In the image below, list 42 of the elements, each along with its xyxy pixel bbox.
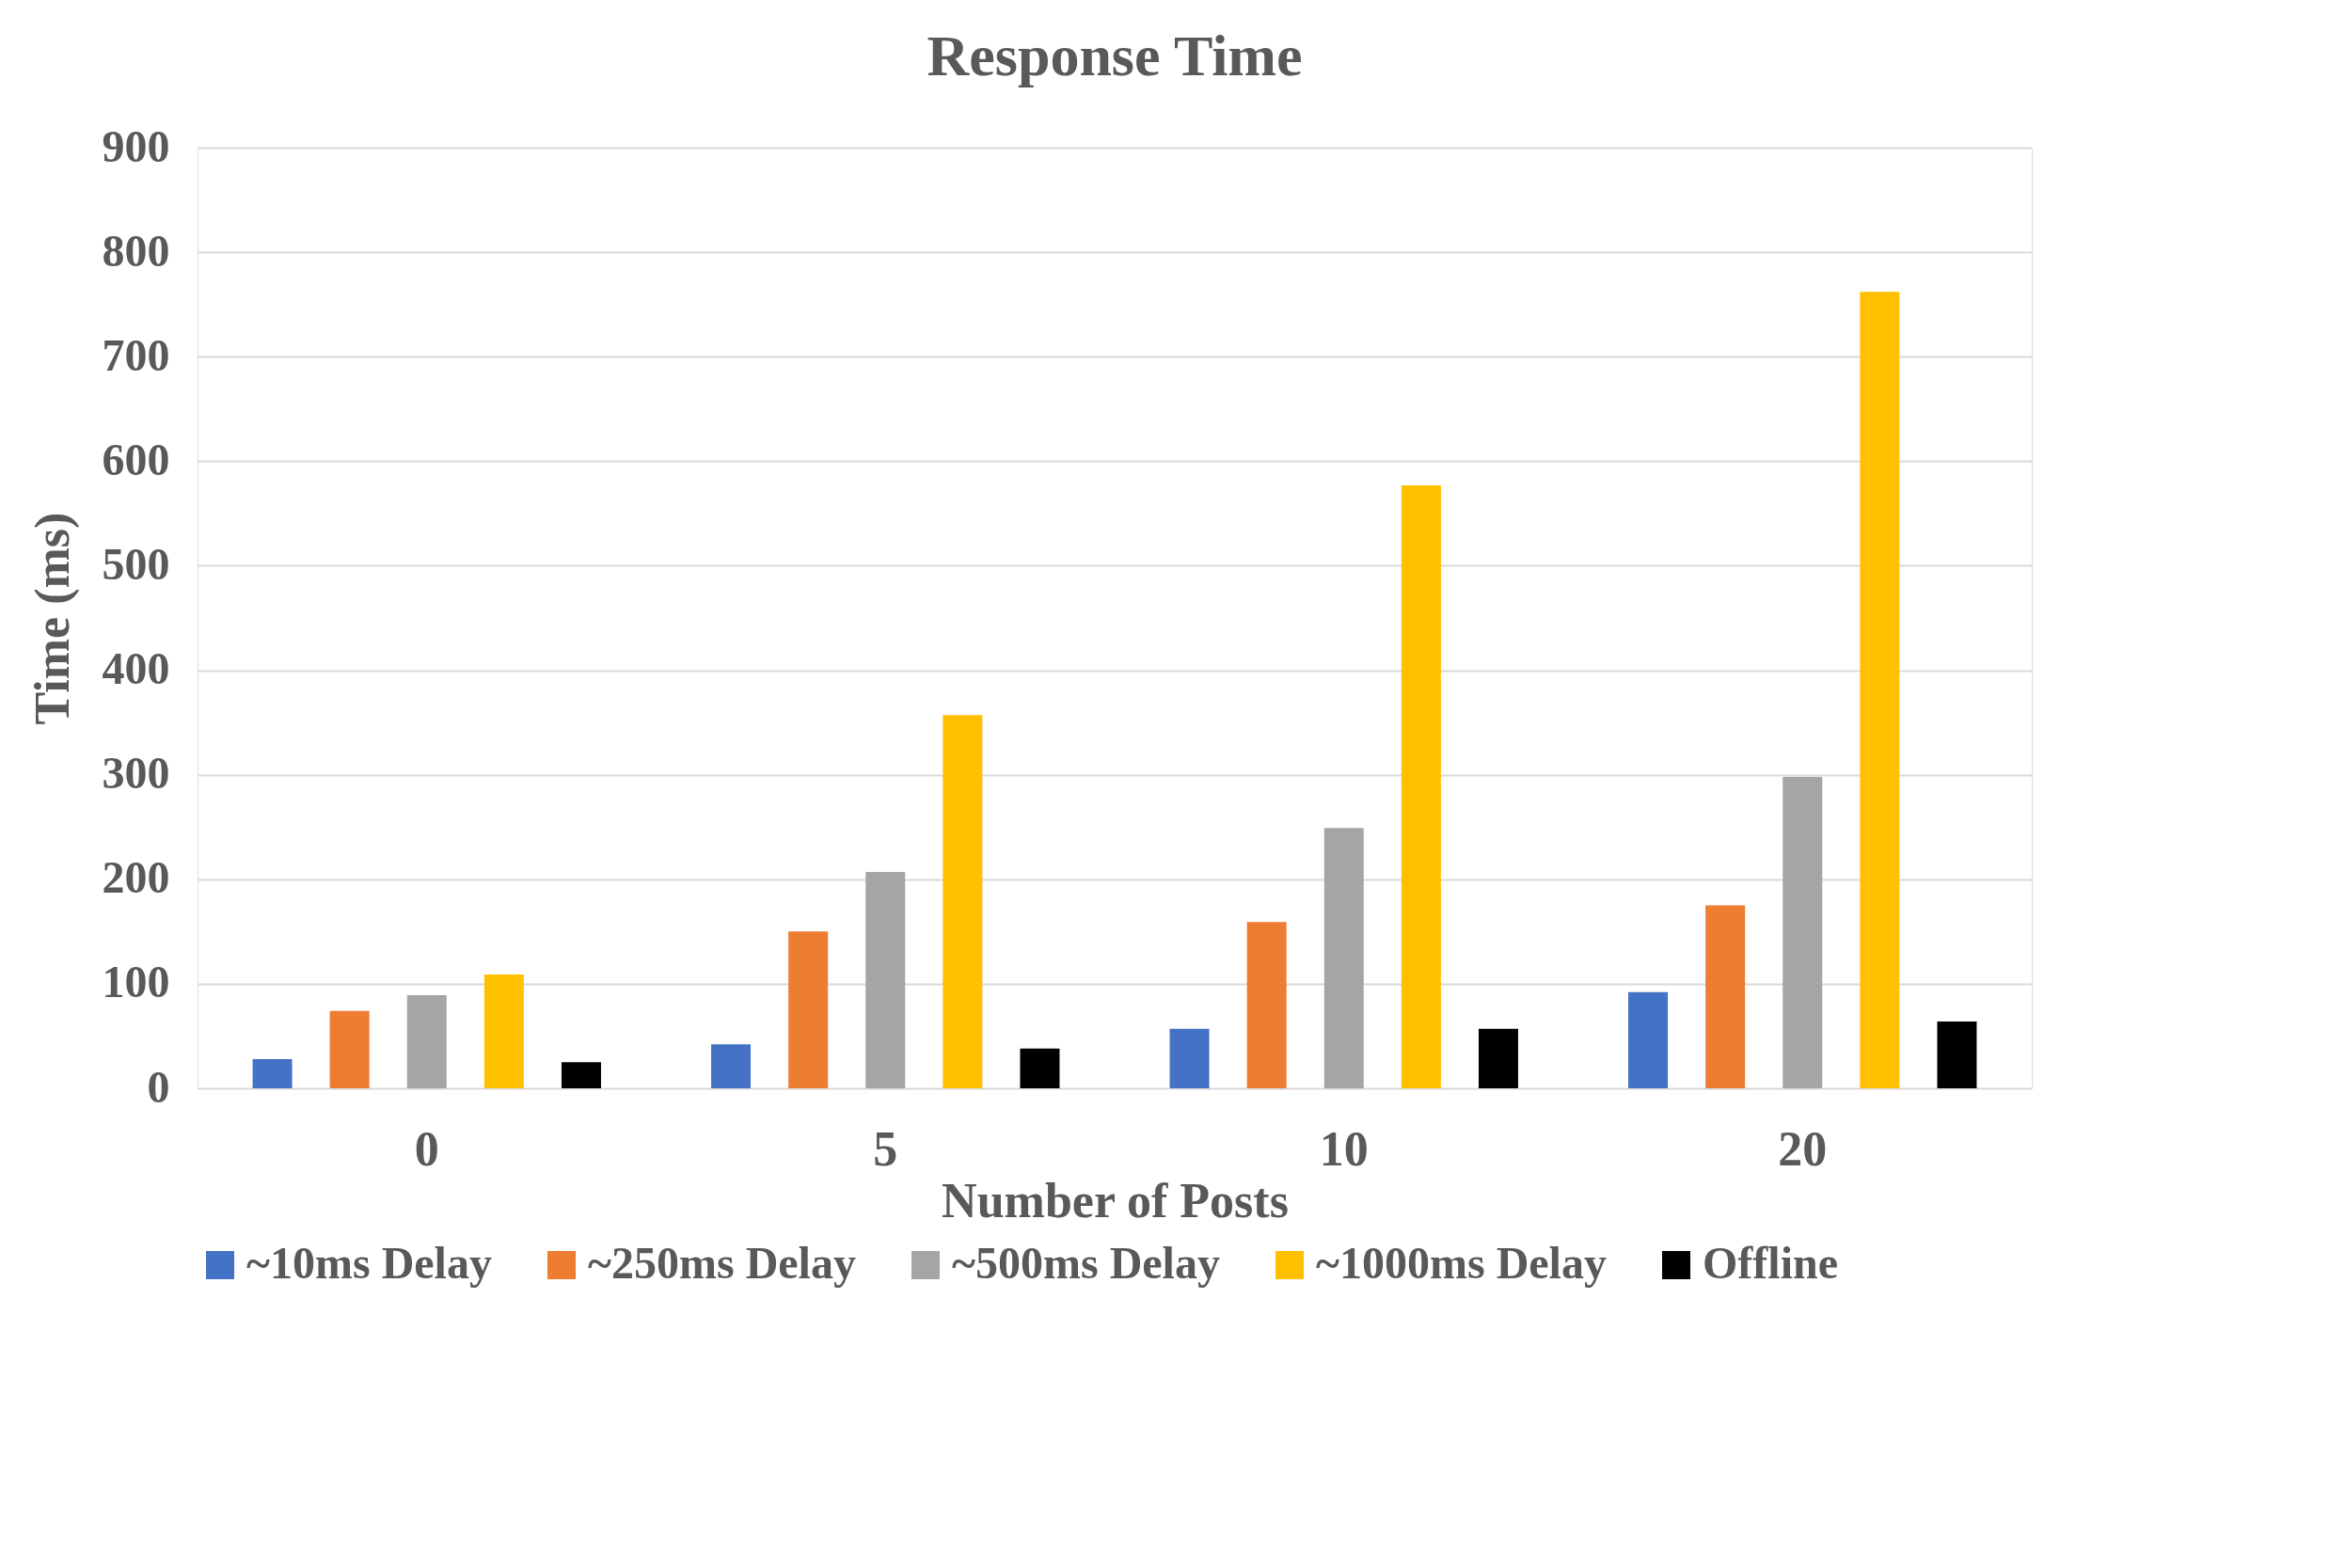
bar: [329, 1010, 370, 1088]
x-tick-label: 20: [1778, 1121, 1828, 1176]
legend-label: Offline: [1703, 1238, 1838, 1288]
bar: [406, 995, 447, 1088]
bar: [1628, 991, 1669, 1088]
bar: [943, 715, 983, 1088]
bar: [1783, 776, 1823, 1088]
legend-label: ~250ms Delay: [588, 1238, 856, 1288]
bar: [1020, 1048, 1060, 1088]
y-tick-label: 0: [147, 1061, 170, 1112]
y-tick-label: 600: [102, 434, 170, 484]
bar: [561, 1062, 601, 1088]
bar: [1169, 1028, 1210, 1088]
y-tick-label: 500: [102, 538, 170, 589]
x-axis-title: Number of Posts: [942, 1173, 1289, 1227]
y-tick-label: 200: [102, 852, 170, 903]
y-tick-label: 300: [102, 748, 170, 799]
bar: [1246, 922, 1287, 1088]
legend-label: ~1000ms Delay: [1316, 1238, 1607, 1288]
bar: [1705, 905, 1746, 1088]
bar: [788, 931, 829, 1088]
bar: [711, 1044, 752, 1088]
chart-title: Response Time: [927, 24, 1303, 87]
y-tick-label: 700: [102, 329, 170, 380]
bar: [252, 1058, 293, 1088]
y-tick-label: 900: [102, 120, 170, 171]
x-tick-label: 5: [873, 1121, 898, 1176]
x-tick-label: 10: [1319, 1121, 1369, 1176]
bar: [1937, 1021, 1977, 1088]
y-tick-label: 800: [102, 225, 170, 276]
x-tick-label: 0: [414, 1121, 439, 1176]
y-axis-title: Time (ms): [24, 512, 80, 725]
legend-label: ~500ms Delay: [952, 1238, 1220, 1288]
bar: [1860, 292, 1900, 1088]
bar: [1478, 1028, 1518, 1088]
bar: [865, 872, 906, 1088]
bar: [1323, 828, 1364, 1088]
legend-label: ~10ms Delay: [246, 1238, 492, 1288]
bar: [483, 974, 524, 1088]
y-tick-label: 400: [102, 643, 170, 694]
bar: [1401, 484, 1441, 1088]
y-tick-label: 100: [102, 957, 170, 1007]
